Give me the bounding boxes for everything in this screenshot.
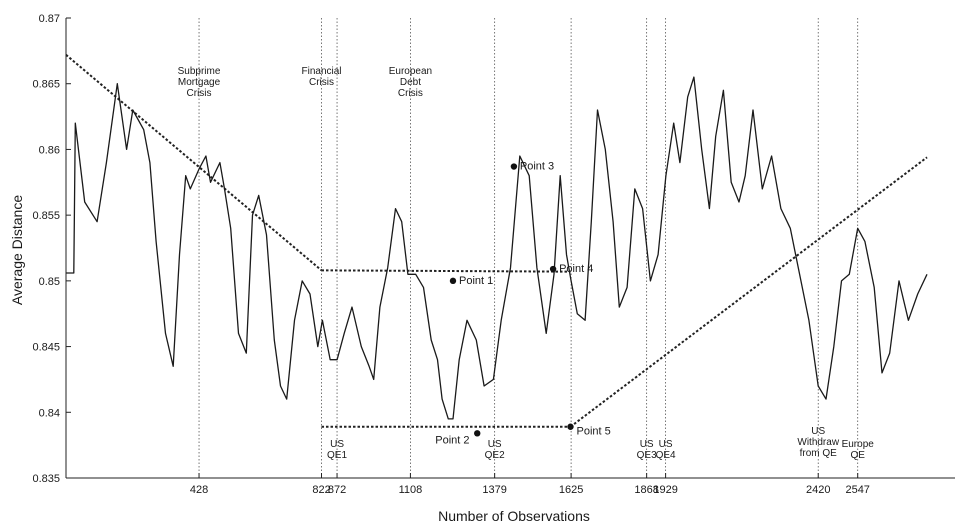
y-tick-label-4: 0.855: [32, 210, 60, 222]
x-axis-title: Number of Observations: [438, 508, 590, 524]
top-annotation-2: Financial Crisis: [301, 66, 341, 88]
y-tick-label-2: 0.865: [32, 79, 60, 91]
top-annotation-1: Subprime Mortgage Crisis: [178, 66, 221, 99]
x-tick-label-5: 1379: [482, 484, 506, 496]
trend-lines: [65, 54, 928, 428]
y-tick-labels: 0.87 0.865 0.86 0.855 0.85 0.845 0.84 0.835: [32, 13, 60, 485]
highlighted-points: Point 1 Point 2 Point 3 Point 4 Point 5: [435, 161, 611, 447]
point-marker-5: [567, 423, 574, 430]
bottom-annotation-2: US QE2: [485, 439, 505, 461]
y-tick-label-7: 0.84: [39, 407, 60, 419]
point-label-5: Point 5: [576, 426, 610, 438]
y-tick-label-3: 0.86: [39, 144, 60, 156]
series-line-1: [66, 76, 928, 420]
bottom-annotation-5: US Withdraw from QE: [797, 426, 839, 459]
x-tick-label-1: 428: [190, 484, 208, 496]
x-tick-label-10: 2547: [845, 484, 869, 496]
point-marker-4: [549, 265, 557, 273]
point-label-4: Point 4: [559, 263, 593, 275]
bottom-annotation-4: US QE4: [656, 439, 676, 461]
x-tick-label-3: 872: [328, 484, 346, 496]
bottom-annotation-1: US QE1: [327, 439, 347, 461]
top-annotation-3: European Debt Crisis: [389, 66, 432, 99]
point-marker-2: [474, 430, 481, 437]
point-label-2: Point 2: [435, 434, 469, 446]
point-label-1: Point 1: [459, 275, 493, 287]
trend-line-2: [321, 269, 571, 273]
x-tick-label-4: 1108: [399, 484, 423, 496]
y-tick-label-8: 0.835: [32, 473, 60, 485]
point-marker-3: [510, 163, 518, 170]
x-tick-label-7: 1868: [634, 484, 658, 496]
y-tick-label-6: 0.845: [32, 342, 60, 354]
x-tick-label-6: 1625: [559, 484, 583, 496]
axes: [65, 17, 955, 479]
x-tick-label-2: 822: [312, 484, 330, 496]
annotations: Subprime Mortgage Crisis Financial Crisis Eur…: [178, 66, 875, 461]
point-label-3: Point 3: [520, 161, 554, 173]
series-lines: [66, 76, 928, 420]
event-lines: [198, 18, 859, 478]
trend-line-4: [569, 156, 928, 428]
bottom-annotation-3: US QE3: [637, 439, 657, 461]
y-tick-label-1: 0.87: [39, 13, 60, 25]
trend-line-1: [65, 54, 323, 272]
bottom-annotation-6: Europe QE: [842, 439, 875, 461]
point-marker-1: [449, 277, 457, 285]
x-tick-label-9: 2420: [806, 484, 830, 496]
y-axis-title: Average Distance: [9, 195, 25, 305]
y-tick-label-5: 0.85: [39, 276, 60, 288]
x-tick-label-8: 1929: [653, 484, 677, 496]
